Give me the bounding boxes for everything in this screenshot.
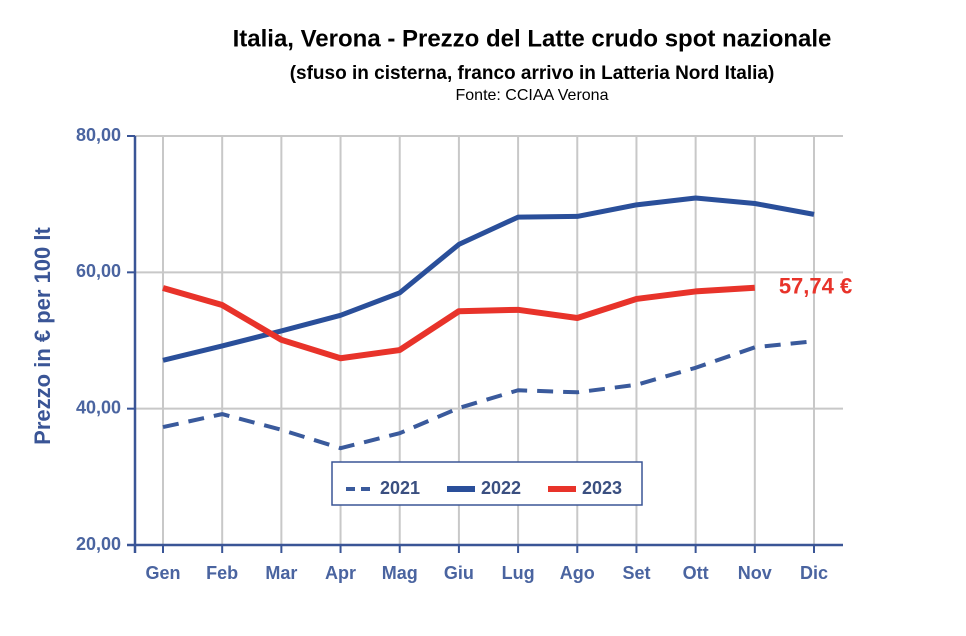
- value-label: 57,74 €: [779, 274, 852, 299]
- x-tick-label: Ott: [683, 563, 709, 583]
- x-tick-label: Apr: [325, 563, 356, 583]
- x-tick-label: Ago: [560, 563, 595, 583]
- y-axis-title: Prezzo in € per 100 lt: [30, 227, 55, 445]
- legend-label: 2021: [380, 478, 420, 498]
- x-tick-label: Gen: [145, 563, 180, 583]
- legend-label: 2022: [481, 478, 521, 498]
- series-line: [162, 339, 815, 451]
- series-line: [162, 284, 756, 362]
- y-tick-label: 60,00: [76, 261, 121, 281]
- chart-title: Italia, Verona - Prezzo del Latte crudo …: [233, 25, 832, 52]
- x-tick-label: Lug: [502, 563, 535, 583]
- x-tick-label: Set: [622, 563, 650, 583]
- legend-label: 2023: [582, 478, 622, 498]
- x-tick-label: Mar: [265, 563, 297, 583]
- y-tick-label: 80,00: [76, 125, 121, 145]
- series-line: [162, 195, 815, 363]
- y-tick-label: 40,00: [76, 397, 121, 417]
- x-tick-label: Mag: [382, 563, 418, 583]
- x-tick-label: Nov: [738, 563, 772, 583]
- y-tick-label: 20,00: [76, 534, 121, 554]
- legend-box: [331, 461, 643, 506]
- x-tick-label: Giu: [444, 563, 474, 583]
- chart-source: Fonte: CCIAA Verona: [456, 87, 609, 104]
- x-tick-label: Dic: [800, 563, 828, 583]
- chart-subtitle: (sfuso in cisterna, franco arrivo in Lat…: [290, 63, 775, 84]
- x-tick-label: Feb: [206, 563, 238, 583]
